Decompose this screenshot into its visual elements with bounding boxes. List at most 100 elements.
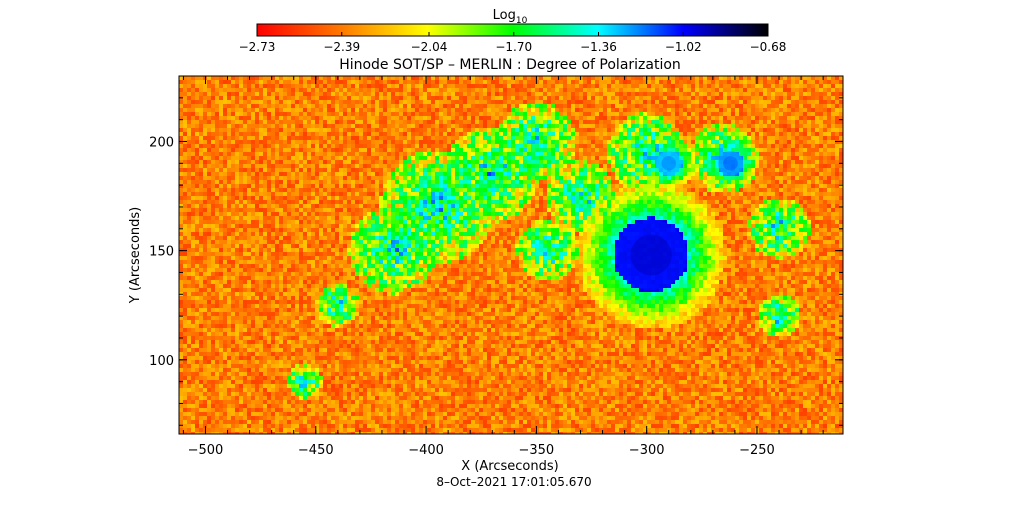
heatmap-cell <box>759 164 763 168</box>
heatmap-cell <box>251 144 255 148</box>
heatmap-cell <box>339 104 343 108</box>
heatmap-cell <box>411 84 415 88</box>
heatmap-cell <box>799 180 803 184</box>
heatmap-cell <box>663 112 667 116</box>
heatmap-cell <box>255 108 259 112</box>
heatmap-cell <box>547 80 551 84</box>
heatmap-cell <box>595 176 599 180</box>
heatmap-cell <box>379 152 383 156</box>
heatmap-cell <box>811 168 815 172</box>
heatmap-cell <box>195 192 199 196</box>
heatmap-cell <box>743 184 747 188</box>
heatmap-cell <box>555 128 559 132</box>
heatmap-cell <box>447 104 451 108</box>
heatmap-cell <box>591 124 595 128</box>
heatmap-cell <box>467 152 471 156</box>
heatmap-cell <box>571 184 575 188</box>
heatmap-cell <box>447 88 451 92</box>
heatmap-cell <box>615 188 619 192</box>
heatmap-cell <box>471 180 475 184</box>
heatmap-cell <box>639 168 643 172</box>
heatmap-cell <box>711 192 715 196</box>
heatmap-cell <box>575 116 579 120</box>
heatmap-cell <box>183 112 187 116</box>
heatmap-cell <box>539 120 543 124</box>
heatmap-cell <box>827 80 831 84</box>
heatmap-cell <box>783 176 787 180</box>
heatmap-cell <box>495 184 499 188</box>
heatmap-cell <box>467 160 471 164</box>
heatmap-cell <box>335 152 339 156</box>
heatmap-cell <box>447 80 451 84</box>
heatmap-cell <box>263 132 267 136</box>
heatmap-cell <box>639 116 643 120</box>
heatmap-cell <box>443 184 447 188</box>
heatmap-cell <box>603 96 607 100</box>
heatmap-cell <box>507 168 511 172</box>
heatmap-cell <box>735 100 739 104</box>
heatmap-cell <box>755 184 759 188</box>
heatmap-cell <box>315 112 319 116</box>
heatmap-cell <box>559 152 563 156</box>
heatmap-cell <box>559 84 563 88</box>
heatmap-cell <box>767 84 771 88</box>
heatmap-cell <box>491 88 495 92</box>
heatmap-cell <box>659 144 663 148</box>
heatmap-cell <box>711 108 715 112</box>
heatmap-cell <box>335 116 339 120</box>
heatmap-cell <box>431 132 435 136</box>
heatmap-cell <box>611 80 615 84</box>
heatmap-cell <box>611 180 615 184</box>
heatmap-cell <box>715 176 719 180</box>
heatmap-cell <box>243 108 247 112</box>
heatmap-cell <box>271 164 275 168</box>
heatmap-cell <box>519 92 523 96</box>
heatmap-cell <box>383 192 387 196</box>
heatmap-cell <box>235 76 239 80</box>
heatmap-cell <box>255 120 259 124</box>
heatmap-cell <box>747 192 751 196</box>
heatmap-cell <box>535 120 539 124</box>
heatmap-cell <box>611 188 615 192</box>
heatmap-cell <box>535 92 539 96</box>
heatmap-cell <box>539 76 543 80</box>
heatmap-cell <box>423 188 427 192</box>
heatmap-cell <box>695 160 699 164</box>
heatmap-cell <box>283 108 287 112</box>
heatmap-cell <box>339 92 343 96</box>
heatmap-cell <box>767 132 771 136</box>
heatmap-cell <box>275 112 279 116</box>
colorbar: Log10 −2.73 −2.39 −2.04 −1.70 −1.36 −1.02 −0.6… <box>239 8 787 54</box>
heatmap-cell <box>767 128 771 132</box>
heatmap-cell <box>675 120 679 124</box>
heatmap-cell <box>655 144 659 148</box>
heatmap-cell <box>631 160 635 164</box>
heatmap-cell <box>223 84 227 88</box>
heatmap-cell <box>483 168 487 172</box>
heatmap-cell <box>659 120 663 124</box>
heatmap-cell <box>231 168 235 172</box>
heatmap-cell <box>459 76 463 80</box>
heatmap-cell <box>587 164 591 168</box>
heatmap-cell <box>647 172 651 176</box>
heatmap-cell <box>595 112 599 116</box>
heatmap-cell <box>575 76 579 80</box>
heatmap-cell <box>287 184 291 188</box>
heatmap-cell <box>763 188 767 192</box>
heatmap-cell <box>491 76 495 80</box>
heatmap-cell <box>831 96 835 100</box>
heatmap-cell <box>267 156 271 160</box>
heatmap-cell <box>743 124 747 128</box>
heatmap-cell <box>619 184 623 188</box>
heatmap-cell <box>363 76 367 80</box>
heatmap-cell <box>495 168 499 172</box>
heatmap-cell <box>507 108 511 112</box>
heatmap-cell <box>783 164 787 168</box>
heatmap-cell <box>187 132 191 136</box>
heatmap-cell <box>695 164 699 168</box>
heatmap-cell <box>379 76 383 80</box>
heatmap-cell <box>407 116 411 120</box>
heatmap-cell <box>667 132 671 136</box>
heatmap-cell <box>783 112 787 116</box>
heatmap-cell <box>783 76 787 80</box>
